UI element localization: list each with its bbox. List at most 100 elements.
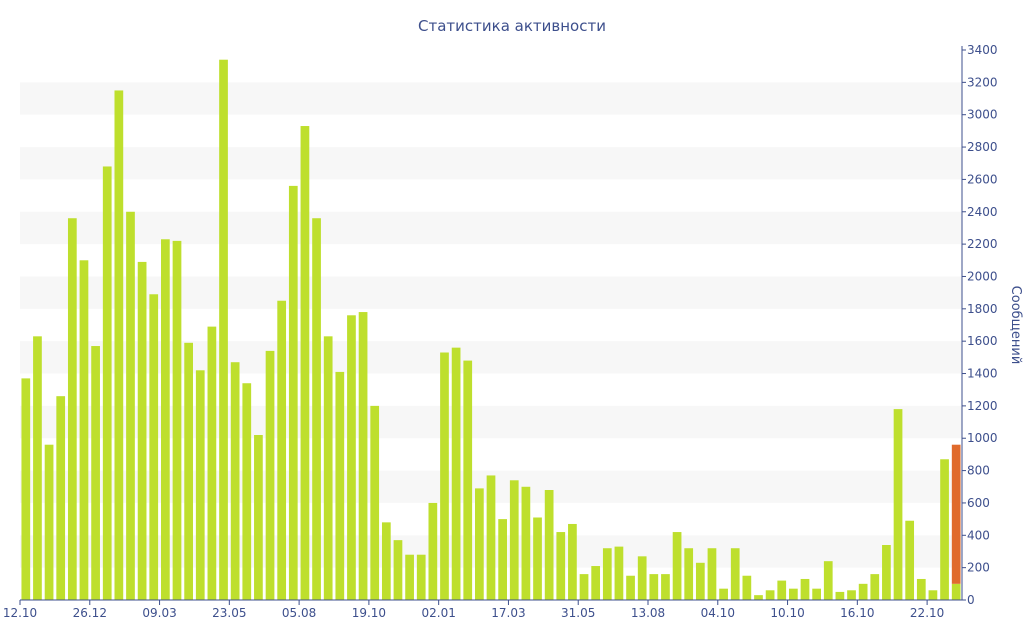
bar bbox=[358, 312, 368, 600]
bar bbox=[882, 545, 891, 600]
bar bbox=[928, 590, 938, 600]
bar bbox=[626, 575, 635, 600]
bar bbox=[777, 580, 787, 600]
bar bbox=[835, 591, 845, 600]
bar bbox=[312, 218, 321, 600]
x-tick-label: 10.10 bbox=[770, 606, 804, 620]
bar bbox=[91, 346, 100, 600]
y-tick-label: 2600 bbox=[967, 172, 998, 186]
bar bbox=[765, 590, 775, 600]
bar bbox=[33, 336, 42, 600]
y-tick-label: 400 bbox=[967, 528, 990, 542]
bar bbox=[67, 218, 77, 600]
bar bbox=[277, 300, 287, 600]
bar bbox=[742, 575, 752, 600]
bar bbox=[719, 588, 728, 600]
bar bbox=[602, 548, 612, 600]
y-tick-label: 2800 bbox=[967, 140, 998, 154]
bar bbox=[951, 444, 961, 584]
bar bbox=[940, 459, 949, 600]
bar bbox=[416, 554, 426, 600]
x-tick-label: 04.10 bbox=[701, 606, 735, 620]
bar bbox=[207, 326, 217, 600]
x-tick-label: 12.10 bbox=[3, 606, 37, 620]
x-tick-label: 23.05 bbox=[212, 606, 246, 620]
y-tick-label: 0 bbox=[967, 593, 975, 607]
bar bbox=[800, 578, 810, 600]
bar bbox=[405, 554, 414, 600]
y-tick-label: 600 bbox=[967, 496, 990, 510]
bar bbox=[451, 347, 461, 600]
bar bbox=[44, 444, 54, 600]
grid-band bbox=[20, 211, 962, 245]
bar bbox=[172, 240, 182, 600]
x-tick-label: 22.10 bbox=[910, 606, 944, 620]
bar bbox=[544, 490, 554, 600]
bar bbox=[114, 90, 124, 601]
bar bbox=[381, 522, 391, 600]
bar bbox=[265, 350, 275, 600]
bar bbox=[730, 548, 740, 600]
bar bbox=[370, 405, 380, 600]
bar bbox=[858, 583, 868, 600]
chart-title: Статистика активности bbox=[418, 17, 606, 35]
bar bbox=[498, 519, 507, 600]
bar bbox=[149, 294, 159, 600]
bar bbox=[556, 532, 566, 600]
bar bbox=[254, 435, 263, 600]
bar bbox=[79, 260, 89, 600]
y-tick-label: 1800 bbox=[967, 302, 998, 316]
bar bbox=[591, 566, 601, 600]
bar bbox=[184, 342, 193, 600]
bar bbox=[486, 475, 496, 600]
bar bbox=[823, 561, 833, 600]
x-tick-label: 19.10 bbox=[352, 606, 386, 620]
y-tick-label: 2000 bbox=[967, 269, 998, 283]
y-tick-label: 1200 bbox=[967, 399, 998, 413]
bar bbox=[707, 548, 717, 600]
bar bbox=[637, 556, 647, 600]
bar bbox=[812, 588, 821, 600]
y-tick-label: 2400 bbox=[967, 205, 998, 219]
bar bbox=[230, 362, 240, 600]
bar bbox=[126, 211, 135, 600]
y-tick-label: 200 bbox=[967, 561, 990, 575]
bar bbox=[695, 562, 705, 600]
bar bbox=[463, 360, 473, 600]
bar bbox=[509, 480, 519, 600]
bar bbox=[870, 574, 880, 600]
bar bbox=[672, 532, 682, 600]
bar bbox=[195, 370, 205, 600]
x-tick-label: 26.12 bbox=[73, 606, 107, 620]
bar bbox=[568, 523, 577, 600]
y-tick-label: 3200 bbox=[967, 75, 998, 89]
bar bbox=[661, 574, 670, 600]
bar bbox=[521, 486, 531, 600]
x-tick-label: 05.08 bbox=[282, 606, 316, 620]
bar bbox=[102, 166, 112, 600]
bar bbox=[347, 315, 356, 600]
bar bbox=[649, 574, 659, 600]
bar bbox=[905, 520, 915, 600]
bar bbox=[754, 595, 763, 600]
bar bbox=[579, 574, 589, 600]
y-tick-label: 3000 bbox=[967, 108, 998, 122]
bar bbox=[614, 546, 624, 600]
bar-series bbox=[21, 59, 961, 601]
y-tick-label: 800 bbox=[967, 464, 990, 478]
bar bbox=[300, 126, 310, 600]
bar bbox=[684, 548, 694, 600]
y-tick-label: 1000 bbox=[967, 431, 998, 445]
bar bbox=[393, 540, 403, 600]
x-tick-label: 13.08 bbox=[631, 606, 665, 620]
bar bbox=[137, 261, 147, 600]
bar bbox=[56, 396, 66, 600]
bar bbox=[440, 352, 449, 600]
bar bbox=[288, 185, 298, 600]
bar bbox=[789, 588, 798, 600]
bar bbox=[951, 583, 961, 600]
y-tick-label: 3400 bbox=[967, 43, 998, 57]
bar bbox=[242, 383, 252, 600]
